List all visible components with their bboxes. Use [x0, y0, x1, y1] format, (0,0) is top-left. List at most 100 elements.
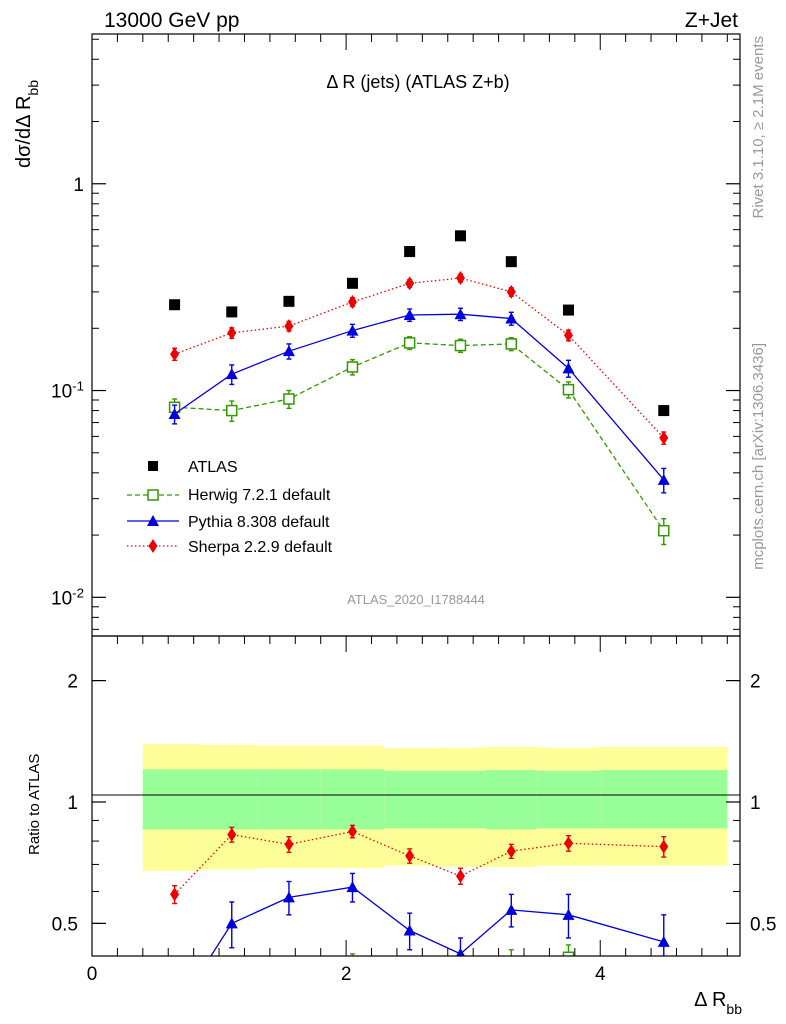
data-point-atlas [226, 306, 238, 318]
data-point-sherpa [284, 837, 294, 852]
data-point-pythia [225, 917, 238, 929]
legend-marker-sherpa [148, 539, 158, 553]
data-point-herwig [658, 524, 670, 537]
uncertainty-band-inner [257, 769, 321, 830]
data-point-atlas [562, 304, 574, 316]
ratio-uncertainty-bands [142, 744, 728, 871]
series-line-herwig [175, 957, 664, 1024]
data-point-sherpa [405, 848, 415, 863]
data-point-sherpa [506, 844, 516, 859]
data-point-pythia [456, 947, 465, 956]
legend-marker-herwig [147, 489, 159, 501]
data-point-atlas [454, 230, 466, 242]
y-tick-label: 1 [73, 175, 84, 196]
data-point-herwig [405, 976, 415, 986]
process-label: Z+Jet [685, 9, 738, 32]
data-point-herwig [455, 1011, 465, 1021]
data-point-sherpa [563, 328, 573, 343]
data-point-pythia [225, 368, 238, 380]
data-point-sherpa [347, 295, 357, 310]
y-tick-label: 10-2 [51, 585, 84, 610]
ratio-y-ticks: 0.5 0.5 1 1 2 2 [52, 672, 777, 936]
ratio-data-layer [169, 824, 670, 1024]
uncertainty-band-inner [485, 770, 537, 830]
data-point-sherpa [563, 836, 573, 851]
data-point-pythia [169, 1007, 181, 1018]
data-point-atlas [283, 295, 295, 307]
legend: ATLAS Herwig 7.2.1 default Pythia 8.308 … [127, 459, 333, 556]
ratio-y-axis-label: Ratio to ATLAS [26, 754, 43, 855]
main-panel: Δ R (jets) (ATLAS Z+b) dσ/dΔ Rbb ATLAS_2… [13, 38, 740, 630]
data-point-herwig [562, 951, 575, 956]
series-line-sherpa [174, 277, 665, 439]
legend-marker-pythia [147, 515, 159, 526]
ratio-panel: 0.5 0.5 1 1 2 2 0 2 4 Ratio to ATLAS Δ Rbb [26, 34, 777, 1024]
uncertainty-band-inner [320, 769, 385, 830]
uncertainty-band-inner [600, 770, 728, 829]
data-point-sherpa [455, 271, 465, 286]
data-point-atlas [658, 405, 670, 417]
energy-label: 13000 GeV pp [104, 9, 239, 32]
rivet-version-label: Rivet 3.1.10, ≥ 2.1M events [750, 36, 767, 219]
data-point-herwig [505, 338, 518, 350]
uncertainty-band-inner [384, 770, 436, 829]
data-point-sherpa [405, 276, 415, 291]
uncertainty-band-inner [142, 769, 200, 830]
series-line-pythia [174, 313, 665, 481]
main-data-layer [168, 230, 670, 546]
data-point-herwig [346, 361, 359, 373]
data-point-sherpa [227, 827, 237, 842]
data-point-pythia [562, 908, 575, 920]
data-point-pythia [282, 345, 295, 357]
legend-entry-sherpa: Sherpa 2.2.9 default [127, 539, 333, 556]
legend-label-sherpa: Sherpa 2.2.9 default [188, 539, 333, 556]
data-point-herwig [403, 337, 416, 349]
data-point-sherpa [170, 887, 180, 902]
data-point-sherpa [347, 824, 357, 839]
uncertainty-band-inner [200, 769, 258, 830]
legend-label-pythia: Pythia 8.308 default [188, 514, 330, 531]
mcplots-label: mcplots.cern.ch [arXiv:1306.3436] [750, 343, 767, 570]
data-point-pythia [403, 924, 416, 936]
y-tick-label-right: 1 [750, 793, 761, 814]
legend-label-herwig: Herwig 7.2.1 default [188, 487, 331, 504]
data-point-atlas [505, 256, 517, 268]
data-point-sherpa [659, 839, 669, 854]
data-point-atlas [346, 277, 358, 289]
x-tick-label: 0 [87, 964, 98, 985]
data-point-sherpa [659, 430, 669, 445]
analysis-label: ATLAS_2020_I1788444 [347, 592, 485, 607]
data-point-herwig [283, 393, 295, 405]
x-axis-label: Δ Rbb [694, 989, 742, 1017]
data-point-herwig [454, 339, 467, 352]
data-point-pythia [168, 408, 181, 420]
data-point-pythia [657, 473, 670, 485]
y-tick-label-left: 0.5 [52, 914, 78, 935]
y-tick-label-right: 0.5 [750, 914, 776, 935]
data-point-sherpa [455, 869, 465, 884]
data-point-atlas [404, 246, 416, 258]
series-line-sherpa [174, 830, 664, 895]
data-point-herwig [506, 957, 516, 967]
legend-marker-atlas [148, 461, 158, 471]
data-point-pythia [346, 881, 359, 893]
legend-entry-atlas: ATLAS [148, 459, 238, 476]
data-point-pythia [346, 324, 359, 336]
data-point-pythia [562, 362, 575, 374]
y-tick-label-left: 2 [67, 672, 78, 693]
data-point-sherpa [284, 319, 294, 334]
series-line-pythia [210, 886, 664, 956]
data-point-pythia [403, 308, 416, 320]
legend-entry-herwig: Herwig 7.2.1 default [127, 487, 331, 504]
y-tick-label-right: 2 [750, 672, 761, 693]
main-y-ticks: 10-2 10-1 1 [51, 38, 740, 630]
data-point-herwig [227, 991, 237, 1001]
data-point-sherpa [506, 284, 516, 299]
legend-entry-pythia: Pythia 8.308 default [127, 514, 330, 531]
data-point-herwig [284, 986, 294, 996]
data-point-pythia [454, 308, 467, 320]
main-plot-title: Δ R (jets) (ATLAS Z+b) [326, 72, 509, 92]
main-y-axis-label: dσ/dΔ Rbb [13, 80, 41, 168]
data-point-pythia [505, 312, 518, 324]
